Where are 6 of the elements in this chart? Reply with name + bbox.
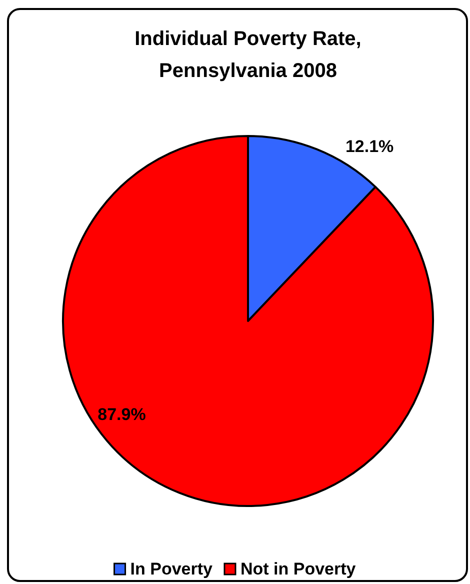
data-label: 87.9% [98, 405, 146, 424]
legend-label: Not in Poverty [240, 560, 356, 578]
chart-title: Individual Poverty Rate, Pennsylvania 2008 [134, 28, 362, 82]
pie-slice [62, 135, 434, 507]
legend-label: In Poverty [130, 560, 214, 578]
data-label: 12.1% [345, 136, 394, 156]
